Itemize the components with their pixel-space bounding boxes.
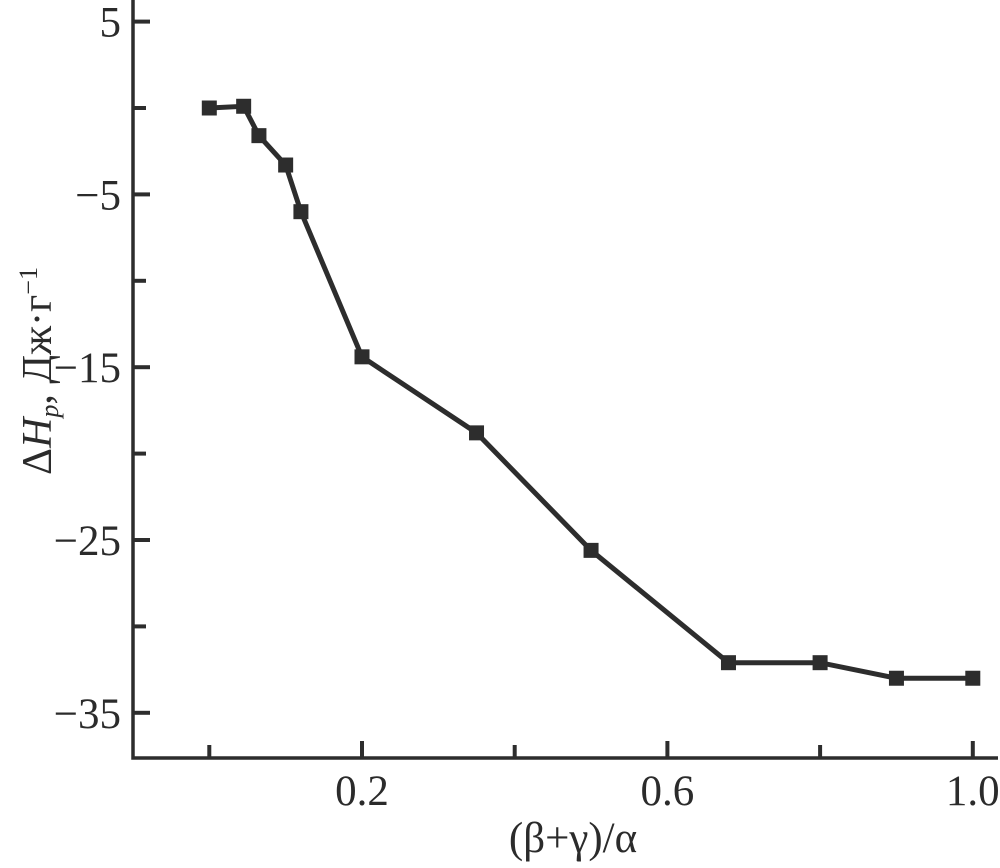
y-axis-exponent: −1 (13, 267, 43, 295)
data-point-marker (583, 542, 599, 558)
y-axis-subscript: p (35, 404, 65, 418)
delta-symbol: Δ (15, 447, 61, 475)
data-line (209, 103, 973, 681)
y-axis-tick-label: −25 (54, 518, 121, 565)
x-axis-title-text: (β+γ)/α (508, 815, 638, 862)
data-point-marker (888, 670, 904, 686)
y-axis-quantity-symbol: H (15, 417, 61, 448)
data-point-marker (812, 655, 828, 671)
data-point-marker (251, 128, 267, 144)
data-point-marker (293, 204, 309, 220)
data-point-marker (965, 670, 981, 686)
y-axis-tick-label: 5 (100, 0, 122, 47)
data-point-marker (720, 655, 736, 671)
x-axis-tick-label: 1.0 (946, 768, 1000, 815)
axes-spine (131, 0, 998, 760)
data-point-marker (469, 425, 485, 441)
y-axis-unit: Дж·г (15, 294, 61, 384)
data-point-marker (278, 157, 294, 173)
data-point-marker (201, 100, 217, 116)
data-point-marker (236, 98, 252, 114)
y-axis-separator: , (15, 383, 61, 405)
x-axis-tick-label: 0.2 (335, 768, 389, 815)
data-point-marker (354, 349, 370, 365)
y-axis-tick-label: −5 (75, 172, 121, 219)
x-axis-title: (β+γ)/α (423, 814, 723, 863)
y-axis-title: ΔHp, Дж·г−1 (11, 121, 65, 621)
y-axis-tick-label: −15 (54, 345, 121, 392)
y-axis-tick-label: −35 (54, 691, 121, 738)
x-axis-tick-label: 0.6 (641, 768, 695, 815)
